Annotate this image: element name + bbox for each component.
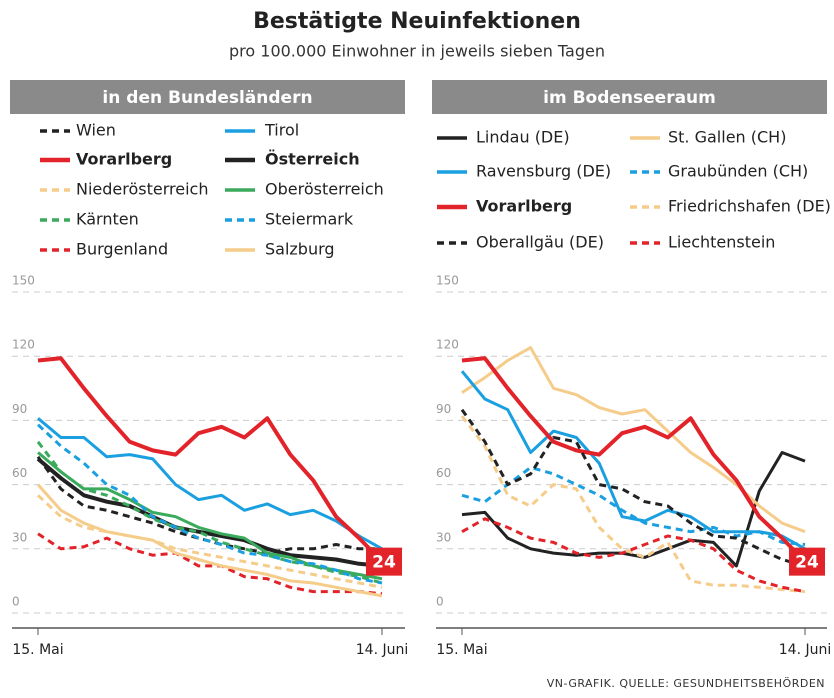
panel-title: in den Bundesländern: [102, 88, 312, 108]
series-line: [36, 494, 383, 589]
legend-label: Vorarlberg: [76, 150, 172, 169]
panel-header: [10, 80, 405, 114]
badge-box: [366, 547, 402, 576]
legend-label: Österreich: [265, 150, 360, 169]
legend-label: Graubünden (CH): [668, 162, 808, 181]
y-tick-label: 30: [12, 530, 27, 544]
series-line: [461, 466, 806, 546]
series-line: [36, 455, 382, 555]
series-line: [37, 356, 384, 563]
source: VN-GRAFIK. QUELLE: GESUNDHEITSBEHÖRDEN: [547, 677, 825, 690]
series-line: [460, 370, 806, 551]
legend-label: Liechtenstein: [668, 233, 775, 252]
legend-label: Steiermark: [265, 210, 354, 229]
x-tick-label: 15. Mai: [12, 642, 63, 658]
legend-label: Oberösterreich: [265, 180, 384, 199]
legend-label: Friedrichshafen (DE): [668, 197, 831, 216]
badge-box: [789, 547, 825, 576]
series-line: [461, 356, 807, 563]
legend-label: Lindau (DE): [476, 128, 570, 147]
panel-header: [432, 80, 827, 114]
legend-label: Tirol: [264, 121, 299, 140]
series-line: [36, 440, 383, 585]
y-tick-label: 60: [12, 466, 27, 480]
legend-label: Salzburg: [265, 240, 335, 259]
x-tick-label: 14. Juni: [779, 642, 831, 658]
series-line: [36, 423, 383, 585]
legend-label: Kärnten: [76, 210, 139, 229]
y-tick-label: 0: [12, 595, 20, 609]
y-tick-label: 120: [436, 338, 459, 352]
series-line: [461, 517, 806, 594]
series-line: [460, 408, 806, 568]
legend-label: Burgenland: [76, 240, 168, 259]
legend-label: Ravensburg (DE): [476, 162, 611, 181]
series-line: [37, 532, 383, 596]
x-tick-label: 14. Juni: [356, 642, 408, 658]
y-tick-label: 60: [436, 466, 451, 480]
series-line: [36, 457, 383, 568]
legend-label: St. Gallen (CH): [668, 128, 786, 147]
subtitle: pro 100.000 Einwohner in jeweils sieben …: [229, 42, 605, 61]
y-tick-label: 150: [436, 274, 459, 288]
legend-label: Niederösterreich: [76, 180, 208, 199]
series-line: [36, 483, 383, 598]
badge: 24: [372, 553, 396, 573]
y-tick-label: 120: [12, 338, 35, 352]
series-line: [460, 415, 806, 594]
series-line: [37, 417, 383, 551]
series-line: [461, 451, 806, 568]
legend-label: Oberallgäu (DE): [476, 233, 604, 252]
y-tick-label: 90: [12, 402, 27, 416]
legend-label: Vorarlberg: [476, 197, 572, 216]
y-tick-label: 30: [436, 530, 451, 544]
panel-title: im Bodenseeraum: [543, 88, 716, 108]
y-tick-label: 150: [12, 274, 35, 288]
legend-label: Wien: [76, 121, 116, 140]
title: Bestätigte Neuinfektionen: [253, 9, 581, 34]
badge: 24: [795, 553, 819, 573]
y-tick-label: 0: [436, 595, 444, 609]
y-tick-label: 90: [436, 402, 451, 416]
x-tick-label: 15. Mai: [436, 642, 487, 658]
